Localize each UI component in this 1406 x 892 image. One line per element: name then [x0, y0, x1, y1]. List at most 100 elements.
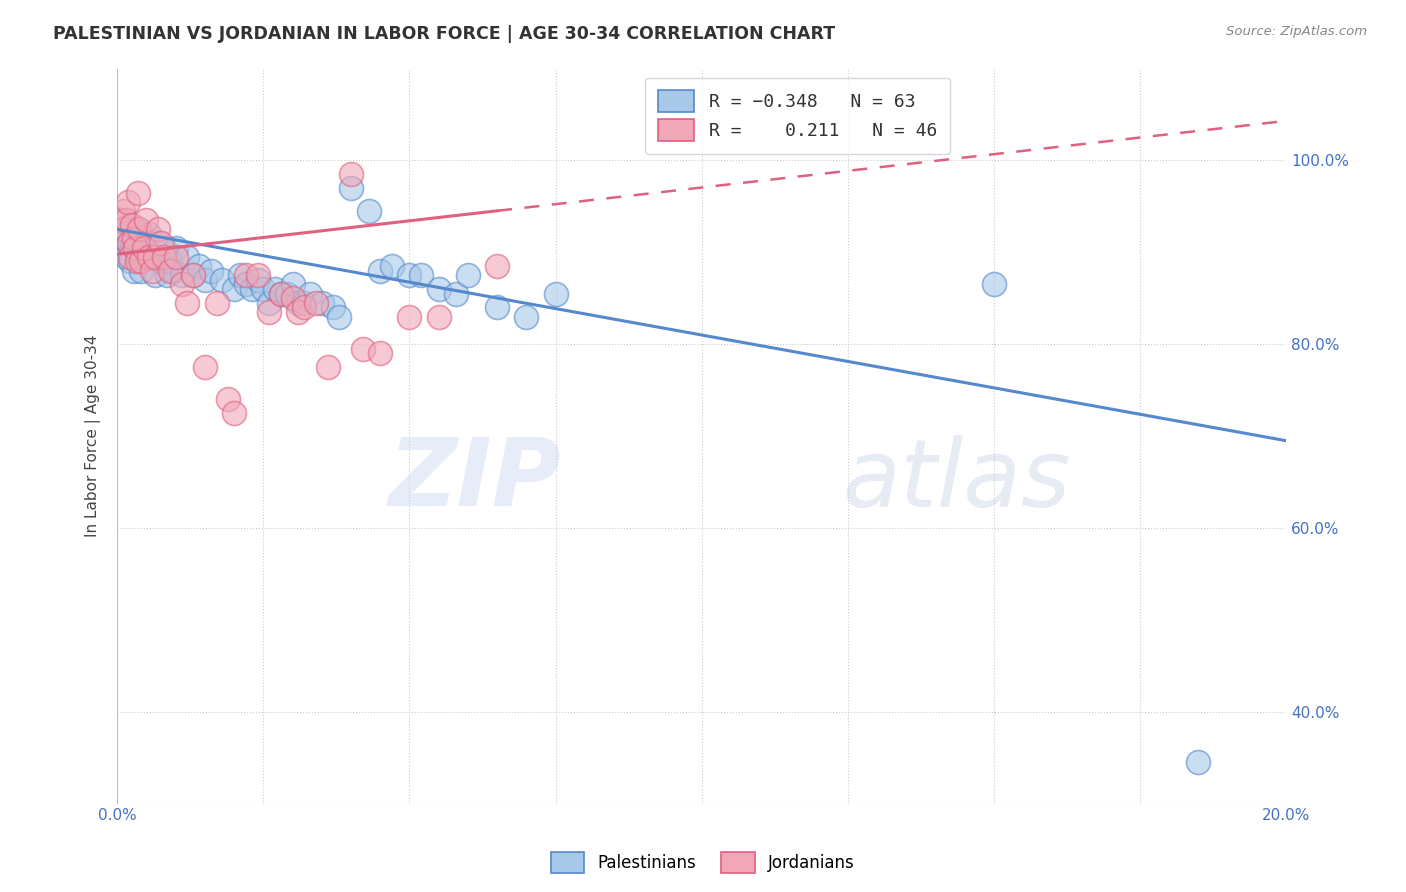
Point [121, 218, 143, 232]
Point [150, 236, 173, 251]
Point [112, 241, 135, 255]
Point [153, 250, 176, 264]
Point [127, 250, 149, 264]
Text: ZIP: ZIP [388, 434, 561, 526]
Point [194, 273, 217, 287]
Point [398, 310, 420, 324]
Point [148, 222, 170, 236]
Point [138, 250, 160, 264]
Point [211, 273, 233, 287]
Point [181, 268, 204, 283]
Point [188, 259, 211, 273]
Point [240, 282, 263, 296]
Point [544, 286, 567, 301]
Point [444, 286, 467, 301]
Point [156, 268, 179, 283]
Point [276, 286, 298, 301]
Point [128, 222, 150, 236]
Point [194, 360, 217, 375]
Point [135, 241, 157, 255]
Point [235, 277, 257, 292]
Point [292, 295, 315, 310]
Point [129, 254, 152, 268]
Text: atlas: atlas [842, 434, 1070, 525]
Point [224, 406, 246, 420]
Point [132, 241, 155, 255]
Point [411, 268, 433, 283]
Point [311, 295, 333, 310]
Point [229, 268, 252, 283]
Point [128, 231, 150, 245]
Point [427, 310, 450, 324]
Point [368, 263, 391, 277]
Point [125, 254, 148, 268]
Point [983, 277, 1005, 292]
Point [108, 213, 131, 227]
Point [357, 203, 380, 218]
Point [112, 222, 135, 236]
Point [246, 273, 269, 287]
Point [316, 360, 339, 375]
Point [108, 213, 131, 227]
Point [205, 295, 228, 310]
Point [122, 231, 145, 245]
Point [287, 305, 309, 319]
Point [165, 241, 187, 255]
Point [162, 263, 184, 277]
Point [299, 286, 322, 301]
Point [125, 222, 148, 236]
Point [270, 286, 292, 301]
Point [143, 268, 166, 283]
Point [486, 259, 509, 273]
Point [141, 250, 163, 264]
Point [115, 213, 138, 227]
Text: Source: ZipAtlas.com: Source: ZipAtlas.com [1226, 25, 1367, 38]
Point [115, 250, 138, 264]
Point [170, 268, 193, 283]
Point [132, 250, 155, 264]
Point [122, 263, 145, 277]
Point [121, 236, 143, 251]
Point [127, 186, 149, 200]
Point [176, 295, 198, 310]
Point [120, 250, 142, 264]
Point [340, 167, 363, 181]
Point [281, 277, 304, 292]
Point [257, 295, 280, 310]
Point [1187, 756, 1209, 770]
Point [117, 236, 139, 251]
Point [328, 310, 350, 324]
Point [340, 181, 363, 195]
Point [148, 236, 170, 251]
Point [120, 254, 142, 268]
Point [264, 282, 287, 296]
Point [124, 241, 146, 255]
Point [143, 250, 166, 264]
Legend: Palestinians, Jordanians: Palestinians, Jordanians [544, 846, 862, 880]
Point [224, 282, 246, 296]
Point [235, 268, 257, 283]
Point [322, 301, 344, 315]
Point [217, 392, 239, 407]
Point [252, 282, 274, 296]
Legend: R = −0.348   N = 63, R =    0.211   N = 46: R = −0.348 N = 63, R = 0.211 N = 46 [645, 78, 949, 154]
Text: PALESTINIAN VS JORDANIAN IN LABOR FORCE | AGE 30-34 CORRELATION CHART: PALESTINIAN VS JORDANIAN IN LABOR FORCE … [53, 25, 835, 43]
Point [270, 286, 292, 301]
Point [457, 268, 479, 283]
Point [515, 310, 537, 324]
Point [398, 268, 420, 283]
Point [427, 282, 450, 296]
Point [141, 263, 163, 277]
Point [305, 295, 328, 310]
Point [117, 194, 139, 209]
Point [257, 305, 280, 319]
Point [287, 295, 309, 310]
Point [281, 291, 304, 305]
Point [176, 250, 198, 264]
Point [246, 268, 269, 283]
Point [352, 342, 374, 356]
Point [153, 241, 176, 255]
Point [135, 213, 157, 227]
Point [118, 236, 141, 251]
Point [381, 259, 404, 273]
